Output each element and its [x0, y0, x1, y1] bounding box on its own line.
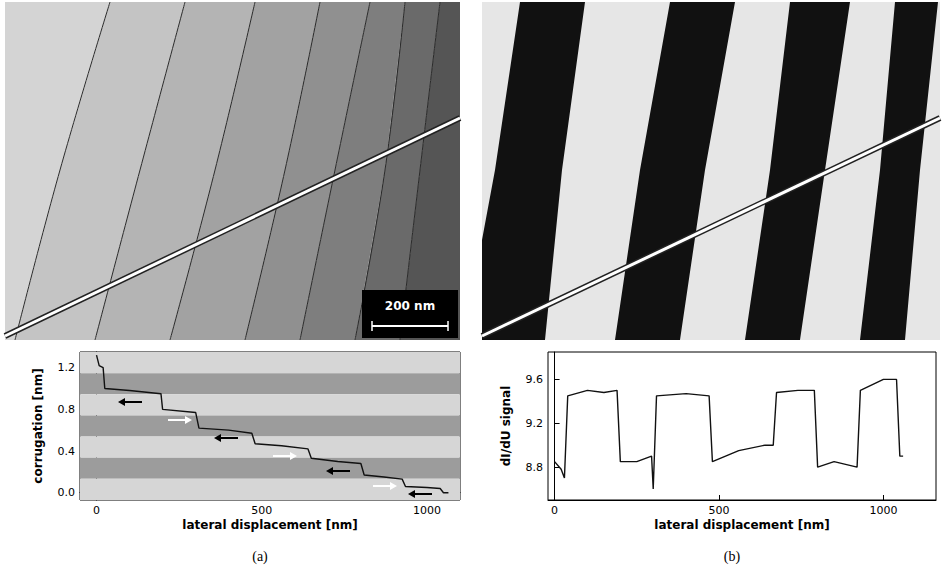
svg-text:1.2: 1.2 — [58, 361, 76, 374]
svg-text:0.8: 0.8 — [58, 403, 76, 416]
svg-text:1000: 1000 — [869, 504, 897, 517]
svg-text:9.6: 9.6 — [526, 373, 544, 386]
svg-text:0: 0 — [93, 504, 100, 517]
svg-text:0.4: 0.4 — [58, 445, 76, 458]
svg-text:8.8: 8.8 — [526, 461, 544, 474]
svg-text:200 nm: 200 nm — [385, 299, 435, 313]
svg-text:corrugation [nm]: corrugation [nm] — [31, 368, 45, 483]
svg-text:9.2: 9.2 — [526, 417, 544, 430]
svg-text:500: 500 — [708, 504, 729, 517]
svg-text:0.0: 0.0 — [58, 486, 76, 499]
svg-text:(b): (b) — [724, 549, 741, 565]
svg-text:500: 500 — [251, 504, 272, 517]
svg-text:lateral displacement [nm]: lateral displacement [nm] — [654, 518, 829, 532]
svg-text:lateral displacement [nm]: lateral displacement [nm] — [182, 518, 357, 532]
svg-text:1000: 1000 — [413, 504, 441, 517]
svg-text:0: 0 — [551, 504, 558, 517]
svg-text:dI/dU signal: dI/dU signal — [499, 386, 513, 467]
svg-text:(a): (a) — [252, 549, 268, 565]
